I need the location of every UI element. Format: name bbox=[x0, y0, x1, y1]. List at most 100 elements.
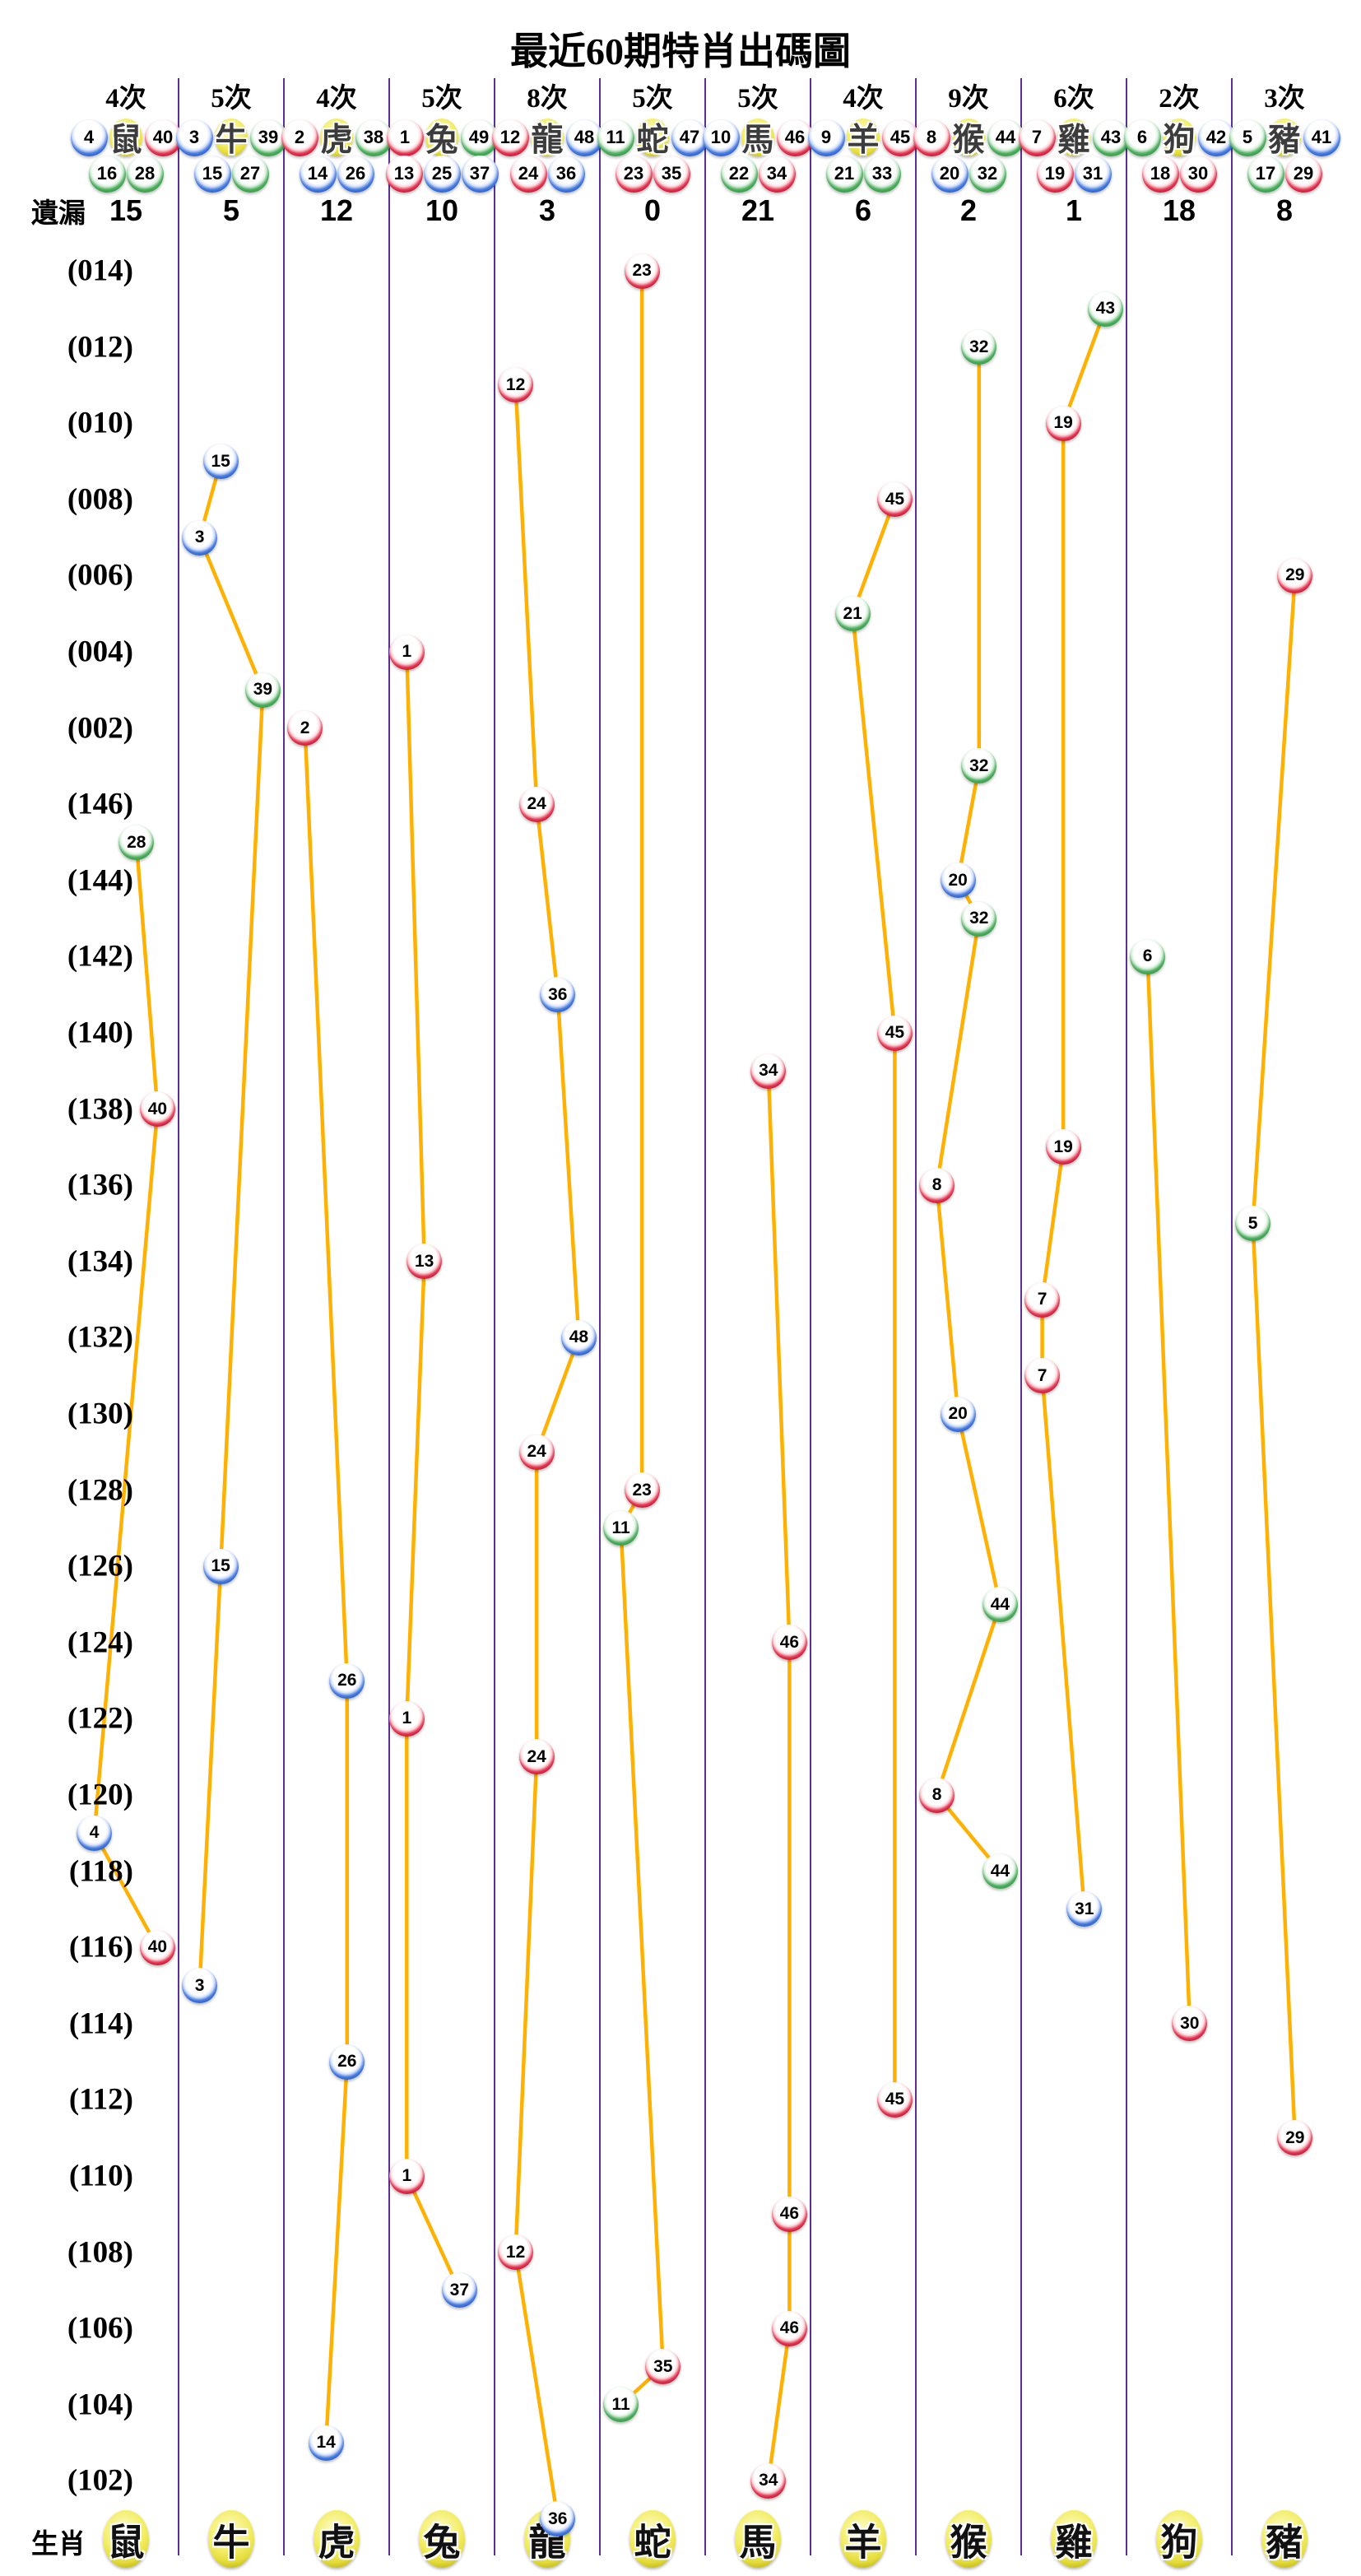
header-number-ball: 47 bbox=[671, 119, 708, 156]
zodiac-header-ball bbox=[320, 119, 353, 156]
zodiac-header-ball-char: 狗 bbox=[1163, 123, 1196, 158]
header-number-ball: 13 bbox=[385, 155, 423, 193]
header-number-ball: 29 bbox=[1284, 155, 1322, 193]
chart-ball: 40 bbox=[139, 1929, 175, 1965]
chart-ball: 23 bbox=[624, 1472, 660, 1509]
period-label: (102) bbox=[67, 2463, 133, 2498]
period-label: (124) bbox=[67, 1625, 133, 1660]
header-number-ball: 40 bbox=[144, 119, 182, 156]
header-number-ball: 44 bbox=[987, 119, 1024, 156]
chart-ball: 36 bbox=[540, 2501, 576, 2537]
zodiac-header-ball-char: 牛 bbox=[215, 123, 248, 158]
missing-value: 0 bbox=[643, 193, 662, 227]
zodiac-header-ball bbox=[1057, 119, 1090, 156]
chart-ball: 15 bbox=[202, 444, 239, 479]
chart-ball: 4 bbox=[77, 1815, 113, 1851]
header-number-ball: 14 bbox=[299, 155, 337, 193]
header-number-ball: 27 bbox=[231, 155, 269, 193]
period-label: (144) bbox=[67, 863, 133, 898]
missing-value: 21 bbox=[741, 193, 775, 227]
zodiac-header-ball bbox=[952, 119, 985, 156]
period-label: (132) bbox=[67, 1320, 133, 1355]
header-number-ball: 7 bbox=[1018, 119, 1056, 156]
zodiac-row-label: 生肖 bbox=[31, 2530, 86, 2560]
period-label: (006) bbox=[67, 558, 133, 593]
chart-ball: 7 bbox=[1024, 1281, 1061, 1318]
period-label: (008) bbox=[67, 482, 133, 517]
period-label: (114) bbox=[68, 2006, 133, 2041]
chart-ball: 46 bbox=[771, 2310, 807, 2346]
zodiac-footer-ball-char: 鼠 bbox=[107, 2521, 145, 2564]
zodiac-footer-ball-char: 豬 bbox=[1266, 2521, 1303, 2564]
chart-ball: 31 bbox=[1066, 1891, 1103, 1927]
chart-ball: 13 bbox=[406, 1244, 443, 1280]
chart-ball: 20 bbox=[940, 863, 976, 899]
zodiac-footer-ball bbox=[945, 2510, 992, 2568]
zodiac-footer-ball-char: 牛 bbox=[212, 2521, 250, 2564]
header-number-ball: 45 bbox=[881, 119, 919, 156]
header-number-ball: 17 bbox=[1247, 155, 1284, 193]
chart-ball: 2 bbox=[287, 710, 323, 746]
zodiac-footer-ball bbox=[314, 2510, 360, 2568]
missing-value: 2 bbox=[959, 193, 978, 227]
zodiac-header-ball-char: 羊 bbox=[847, 123, 880, 158]
header-number-ball: 28 bbox=[126, 155, 164, 193]
zodiac-header-ball-char: 蛇 bbox=[636, 123, 669, 158]
chart-ball: 3 bbox=[182, 1968, 218, 2003]
chart-ball: 24 bbox=[518, 1434, 555, 1470]
header-number-ball: 39 bbox=[249, 119, 287, 156]
header-number-ball: 30 bbox=[1179, 155, 1217, 193]
chart-ball: 19 bbox=[1045, 1129, 1081, 1165]
missing-value: 12 bbox=[319, 193, 354, 227]
chart-ball: 21 bbox=[834, 596, 871, 632]
header-number-ball: 41 bbox=[1303, 119, 1340, 156]
column-separator bbox=[704, 78, 706, 2555]
zodiac-footer-ball-char: 狗 bbox=[1160, 2521, 1198, 2564]
chart-ball: 35 bbox=[645, 2349, 681, 2384]
zodiac-header-ball bbox=[109, 119, 142, 156]
column-count: 2次 bbox=[1159, 84, 1200, 114]
header-number-ball: 24 bbox=[509, 155, 547, 193]
trend-line bbox=[405, 651, 462, 2291]
header-number-ball: 22 bbox=[720, 155, 758, 193]
chart-ball: 43 bbox=[1087, 291, 1123, 327]
missing-value: 18 bbox=[1162, 193, 1196, 227]
zodiac-header-ball-char: 豬 bbox=[1268, 123, 1301, 158]
chart-ball: 11 bbox=[603, 2387, 639, 2423]
chart-ball: 12 bbox=[498, 2234, 534, 2271]
chart-ball: 24 bbox=[518, 786, 555, 822]
header-number-ball: 42 bbox=[1197, 119, 1235, 156]
chart-ball: 29 bbox=[1277, 2120, 1313, 2156]
trend-line bbox=[935, 346, 1002, 1873]
column-separator bbox=[810, 78, 811, 2555]
chart-ball: 45 bbox=[876, 1015, 913, 1051]
column-separator bbox=[915, 78, 917, 2555]
period-label: (134) bbox=[67, 1244, 133, 1279]
trend-line bbox=[850, 499, 897, 2100]
chart-ball: 34 bbox=[750, 2462, 787, 2499]
zodiac-footer-ball bbox=[103, 2510, 149, 2568]
column-separator bbox=[1231, 78, 1233, 2555]
chart-ball: 1 bbox=[388, 634, 425, 670]
column-count: 8次 bbox=[527, 84, 568, 114]
column-count: 9次 bbox=[948, 84, 989, 114]
column-separator bbox=[283, 78, 285, 2555]
column-separator bbox=[494, 78, 495, 2555]
period-label: (010) bbox=[67, 406, 133, 440]
period-label: (116) bbox=[68, 1930, 133, 1965]
trend-line bbox=[766, 1071, 792, 2481]
header-number-ball: 33 bbox=[863, 155, 901, 193]
chart-ball: 23 bbox=[624, 253, 660, 289]
header-number-ball: 21 bbox=[825, 155, 863, 193]
header-number-ball: 36 bbox=[547, 155, 585, 193]
trend-line bbox=[1040, 308, 1108, 1910]
chart-ball: 11 bbox=[603, 1510, 639, 1546]
zodiac-footer-ball-char: 雞 bbox=[1055, 2521, 1093, 2564]
chart-ball: 26 bbox=[329, 2044, 365, 2080]
zodiac-footer-ball bbox=[735, 2510, 781, 2568]
zodiac-header-ball-char: 馬 bbox=[741, 123, 774, 158]
header-number-ball: 48 bbox=[565, 119, 603, 156]
chart-ball: 14 bbox=[308, 2425, 344, 2461]
chart-ball: 29 bbox=[1277, 557, 1313, 593]
